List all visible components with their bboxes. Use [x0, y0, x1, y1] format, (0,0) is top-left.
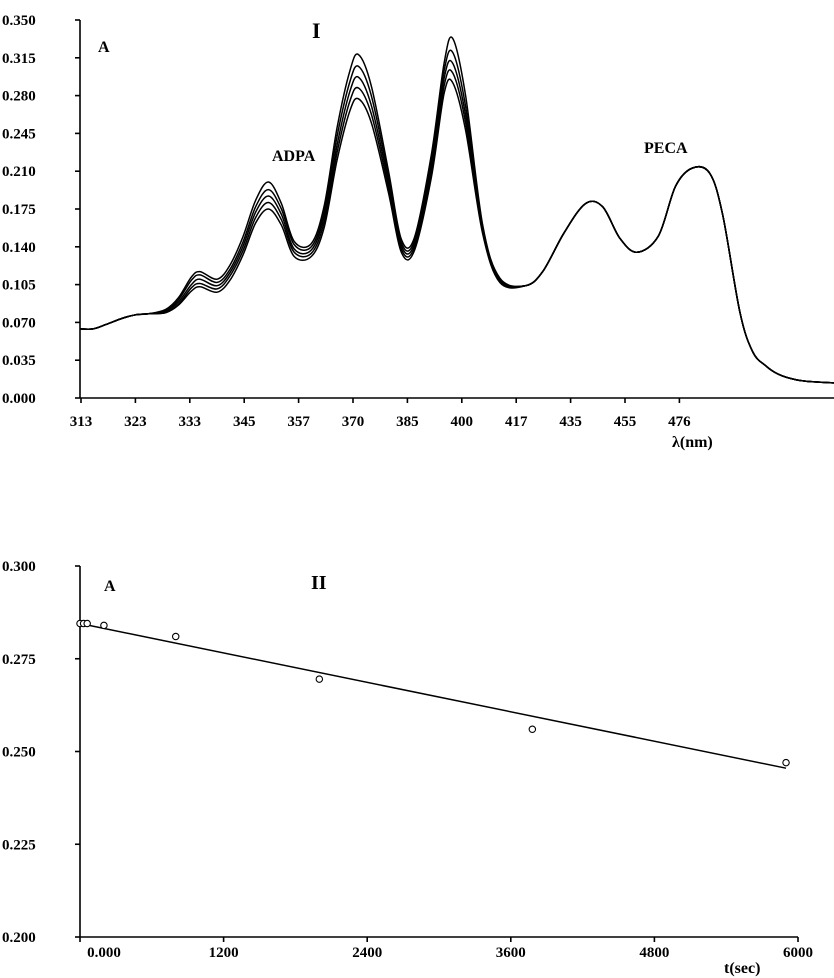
- y-tick-label: 0.350: [2, 13, 36, 29]
- y-tick-label: 0.275: [2, 652, 36, 668]
- spectrum-line-4: [79, 69, 834, 384]
- panel-label: II: [311, 572, 327, 594]
- x-tick-label: 2400: [352, 945, 382, 961]
- x-tick-label: 400: [451, 414, 474, 430]
- data-point: [100, 621, 108, 630]
- spectra-series: [79, 36, 834, 384]
- data-point: [528, 725, 537, 733]
- y-tick-label: 0.105: [2, 278, 36, 294]
- spectrum-line-2: [79, 49, 834, 384]
- x-tick-label: 345: [233, 414, 256, 430]
- y-tick-label: 0.245: [2, 126, 36, 142]
- x-tick-label: 370: [342, 414, 365, 430]
- y-tick-label: 0.035: [2, 353, 36, 369]
- x-tick-label: 0.000: [87, 945, 121, 961]
- y-tick-label: 0.175: [2, 202, 36, 218]
- x-tick-label: 385: [396, 414, 419, 430]
- x-axis-label: λ(nm): [672, 434, 713, 451]
- y-axis-label: A: [98, 39, 110, 56]
- panel-label: I: [312, 18, 321, 43]
- fit-line: [79, 622, 787, 769]
- x-ticks: 0.000 1200 2400 3600 4800 6000: [79, 937, 813, 961]
- data-point: [782, 758, 790, 767]
- x-axis-label: t(sec): [724, 960, 760, 977]
- x-tick-label: 6000: [783, 945, 813, 961]
- x-tick-label: 333: [179, 414, 202, 430]
- x-ticks: 313 323 333 345 357 370 385 400 417 435 455 476: [70, 398, 691, 430]
- y-tick-label: 0.300: [2, 559, 36, 575]
- y-tick-label: 0.200: [2, 930, 36, 946]
- y-ticks: 0.350 0.315 0.280 0.245 0.210 0.175 0.140 0.105…: [2, 13, 80, 407]
- y-tick-label: 0.225: [2, 837, 36, 853]
- annotation-adpa: ADPA: [272, 148, 316, 165]
- x-tick-label: 3600: [496, 945, 526, 961]
- y-tick-label: 0.280: [2, 89, 36, 105]
- spectrum-chart: 0.350 0.315 0.280 0.245 0.210 0.175 0.140 0.105…: [2, 13, 834, 451]
- kinetics-chart: 0.300 0.275 0.250 0.225 0.200 0.000 1200 2400 3…: [2, 559, 813, 977]
- x-tick-label: 357: [287, 414, 310, 430]
- data-point: [171, 632, 180, 641]
- y-axis-label: A: [104, 578, 116, 595]
- x-tick-label: 4800: [639, 945, 669, 961]
- x-tick-label: 313: [70, 414, 93, 430]
- fit-line-group: [79, 622, 787, 769]
- data-point: [83, 619, 91, 628]
- data-points: [76, 619, 790, 767]
- y-tick-label: 0.210: [2, 164, 36, 180]
- y-tick-label: 0.140: [2, 240, 36, 256]
- x-tick-label: 323: [124, 414, 147, 430]
- x-tick-label: 455: [614, 414, 637, 430]
- data-point: [315, 675, 324, 683]
- spectrum-line-5: [79, 78, 834, 384]
- spectrum-line-3: [79, 59, 834, 384]
- y-tick-label: 0.250: [2, 745, 36, 761]
- x-tick-label: 476: [668, 414, 691, 430]
- y-tick-label: 0.000: [2, 391, 36, 407]
- y-tick-label: 0.070: [2, 315, 36, 331]
- y-ticks: 0.300 0.275 0.250 0.225 0.200: [2, 559, 80, 946]
- x-tick-label: 417: [505, 414, 528, 430]
- y-tick-label: 0.315: [2, 51, 36, 67]
- annotation-peca: PECA: [644, 140, 688, 157]
- x-tick-label: 435: [559, 414, 582, 430]
- x-tick-label: 1200: [209, 945, 239, 961]
